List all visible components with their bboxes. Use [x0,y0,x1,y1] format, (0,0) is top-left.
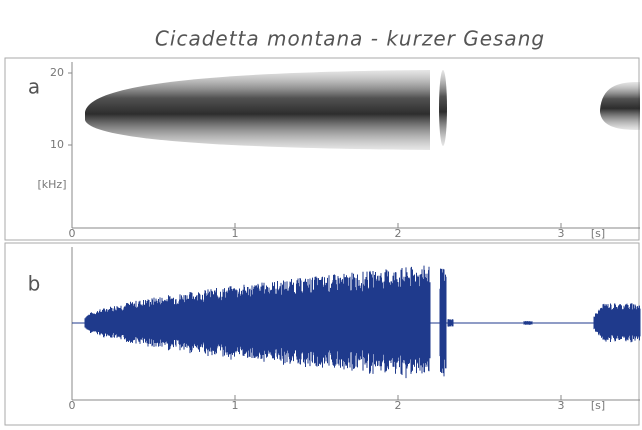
y-tick-label: 10 [50,138,64,151]
panel-label: a [28,75,40,99]
spectrogram [85,70,430,150]
x-tick-label: 2 [395,227,402,240]
x-tick-label: 0 [69,227,76,240]
spectrogram [439,70,447,146]
x-unit: [s] [591,399,605,412]
x-tick-label: 1 [232,227,239,240]
x-tick-label: 1 [232,399,239,412]
x-unit: [s] [591,227,605,240]
waveform [84,265,641,379]
y-unit: [kHz] [38,178,67,191]
y-tick-label: 20 [50,66,64,79]
spectrogram [600,82,640,130]
x-tick-label: 0 [69,399,76,412]
title: Cicadetta montana - kurzer Gesang [155,27,545,51]
panel-a-frame [4,57,640,241]
x-tick-label: 3 [558,227,565,240]
x-tick-label: 3 [558,399,565,412]
x-tick-label: 2 [395,399,402,412]
panel-label: b [28,272,41,296]
